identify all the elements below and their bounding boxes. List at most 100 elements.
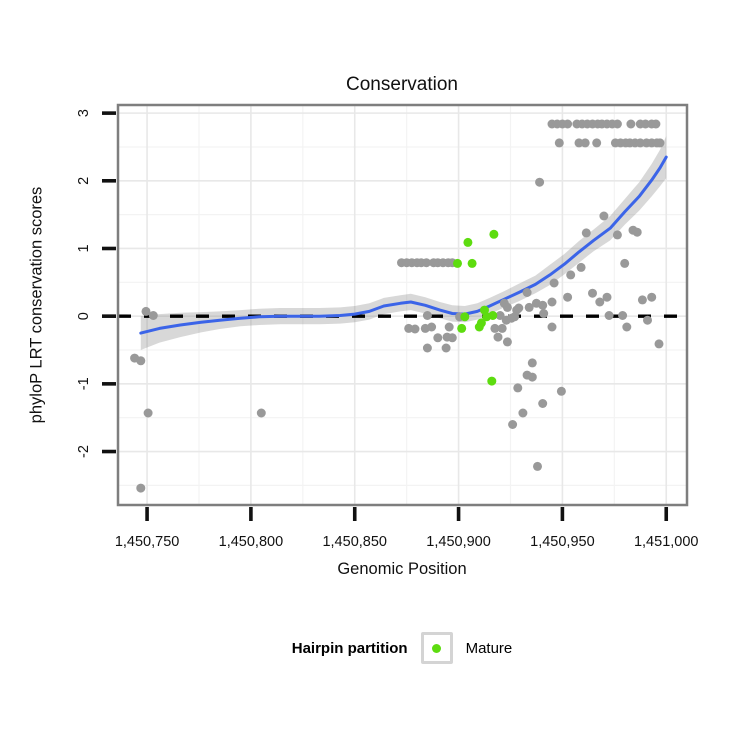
data-point — [527, 372, 537, 382]
data-point — [441, 343, 451, 353]
data-point — [533, 461, 542, 471]
data-point — [535, 177, 545, 187]
x-axis-label: Genomic Position — [337, 560, 467, 578]
data-point — [622, 322, 632, 332]
data-point — [547, 297, 557, 307]
smooth-fit-line — [139, 155, 668, 335]
data-point — [141, 306, 151, 316]
y-tick-label: 3 — [76, 109, 92, 117]
data-point — [143, 408, 153, 418]
data-point — [647, 292, 657, 302]
data-point — [574, 138, 584, 148]
data-point — [566, 270, 576, 280]
legend-key-mature — [420, 632, 453, 664]
data-point — [421, 258, 431, 268]
mature-point — [457, 323, 467, 333]
data-point — [444, 322, 454, 332]
data-point — [637, 295, 647, 305]
data-point — [497, 323, 507, 333]
data-point — [655, 138, 665, 148]
mature-point — [463, 237, 473, 247]
x-tick-label: 1,450,800 — [219, 534, 284, 550]
panel-background — [118, 105, 687, 505]
data-point — [563, 292, 573, 302]
x-tick-label: 1,450,950 — [530, 534, 595, 550]
data-point — [563, 119, 573, 129]
data-point — [599, 211, 609, 221]
y-tick-label: 0 — [76, 312, 92, 320]
x-tick-label: 1,450,750 — [115, 534, 180, 550]
data-point — [602, 292, 612, 302]
data-point — [502, 337, 512, 347]
data-point — [626, 119, 636, 129]
data-point — [618, 311, 628, 320]
data-point — [136, 356, 146, 366]
data-point — [539, 309, 549, 318]
data-point — [549, 278, 559, 288]
data-point — [554, 138, 564, 148]
y-tick-label: -1 — [76, 377, 92, 390]
mature-point — [467, 258, 477, 268]
data-point — [522, 288, 532, 297]
data-point — [580, 138, 590, 148]
x-tick-label: 1,451,000 — [634, 534, 699, 550]
data-point — [427, 322, 437, 332]
legend: Hairpin partition Mature — [27, 630, 750, 666]
data-point — [538, 399, 548, 408]
data-point — [256, 408, 266, 418]
chart-title: Conservation — [346, 74, 458, 95]
data-point — [588, 288, 597, 298]
data-point — [547, 322, 557, 332]
data-point — [447, 333, 457, 343]
legend-label-mature: Mature — [465, 639, 513, 657]
data-point — [136, 483, 146, 493]
data-point — [635, 138, 645, 148]
data-point — [493, 332, 503, 342]
data-point — [538, 300, 548, 310]
mature-point — [474, 322, 484, 332]
data-point — [612, 230, 622, 240]
data-point — [148, 311, 158, 320]
data-point — [643, 315, 652, 325]
data-point — [651, 119, 661, 129]
data-point — [410, 324, 420, 334]
mature-point — [453, 258, 462, 268]
data-point — [604, 311, 614, 320]
data-point — [510, 312, 520, 322]
data-point — [654, 339, 664, 349]
data-point — [620, 258, 630, 268]
data-point — [508, 420, 518, 429]
data-point — [592, 138, 602, 148]
data-point — [501, 315, 511, 325]
data-point — [581, 228, 591, 238]
mature-point — [460, 312, 470, 322]
mature-point — [482, 312, 492, 322]
data-point — [422, 311, 432, 320]
data-point — [490, 323, 500, 333]
data-point — [502, 302, 512, 312]
data-point — [556, 386, 566, 396]
data-point — [527, 358, 537, 368]
data-point — [495, 311, 505, 320]
mature-point — [487, 376, 497, 386]
y-tick-label: 1 — [76, 244, 92, 252]
data-point — [595, 297, 605, 307]
y-tick-label: -2 — [76, 445, 92, 458]
data-point — [632, 227, 642, 237]
data-point — [576, 262, 586, 272]
x-tick-label: 1,450,900 — [426, 534, 491, 550]
data-point — [641, 119, 650, 129]
legend-title: Hairpin partition — [291, 639, 408, 657]
panel-border — [116, 103, 689, 507]
data-point — [518, 408, 528, 418]
mature-point-icon — [432, 643, 442, 653]
data-point — [612, 119, 622, 129]
smooth-confidence-band — [140, 136, 667, 350]
mature-point — [489, 229, 499, 239]
data-point — [433, 333, 443, 343]
x-tick-label: 1,450,850 — [322, 534, 387, 550]
data-point — [524, 302, 534, 312]
y-tick-label: 2 — [76, 177, 92, 185]
